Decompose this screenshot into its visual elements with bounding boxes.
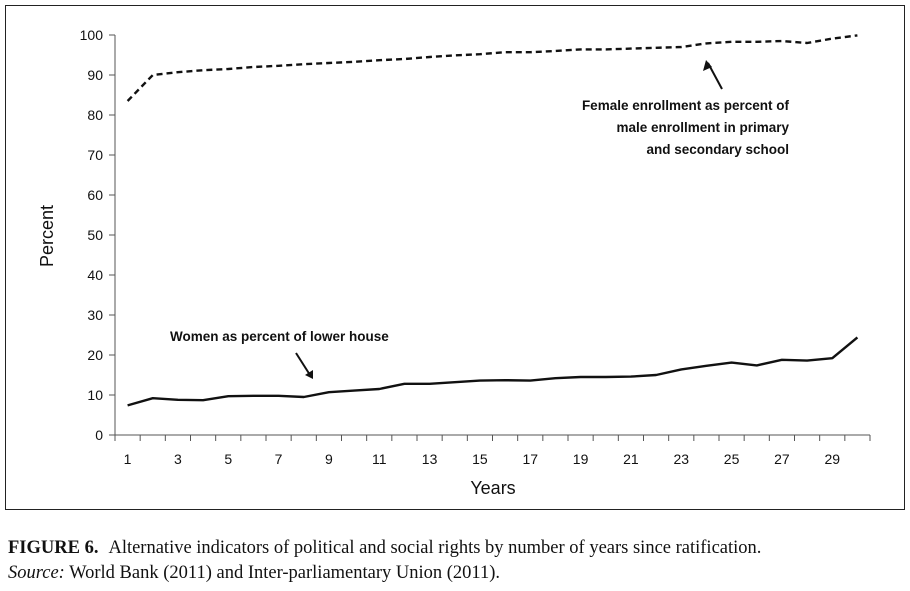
x-tick-label: 15 [472, 451, 488, 467]
x-tick-label: 25 [724, 451, 740, 467]
annotation-arrowhead-enrollment [703, 60, 712, 71]
annotations: Female enrollment as percent of male enr… [170, 60, 790, 379]
y-tick-label: 30 [87, 307, 103, 323]
x-tick-label: 13 [422, 451, 438, 467]
y-tick-label: 80 [87, 107, 103, 123]
x-axis-title: Years [470, 478, 515, 498]
y-tick-label: 100 [80, 27, 104, 43]
source-label: Source: [8, 563, 65, 583]
caption-line-1: FIGURE 6. Alternative indicators of polit… [8, 536, 908, 561]
x-tick-label: 19 [573, 451, 589, 467]
annotation-arrow-lower-house [295, 352, 311, 376]
caption-line-2: Source: World Bank (2011) and Inter-parl… [8, 561, 908, 586]
y-tick-label: 90 [87, 67, 103, 83]
x-tick-label: 1 [124, 451, 132, 467]
y-tick-label: 50 [87, 227, 103, 243]
y-tick-label: 40 [87, 267, 103, 283]
x-tick-label: 5 [224, 451, 232, 467]
figure-frame [5, 5, 905, 510]
y-tick-label: 10 [87, 387, 103, 403]
annotation-enrollment-line-3: and secondary school [646, 142, 789, 157]
figure-label: FIGURE 6. [8, 538, 99, 558]
x-tick-label: 21 [623, 451, 639, 467]
y-tick-label: 0 [95, 427, 103, 443]
series-layer [126, 34, 859, 407]
series-line-enrollment [126, 34, 858, 102]
x-tick-label: 7 [275, 451, 283, 467]
x-tick-label: 11 [372, 451, 387, 467]
x-tick-label: 27 [774, 451, 790, 467]
annotation-enrollment-line-1: Female enrollment as percent of [582, 98, 790, 113]
series-line-lower-house [127, 336, 859, 407]
y-axis-title: Percent [37, 205, 57, 267]
x-tick-label: 23 [673, 451, 689, 467]
figure-caption: FIGURE 6. Alternative indicators of polit… [8, 536, 908, 586]
annotation-enrollment-line-2: male enrollment in primary [616, 120, 789, 135]
y-tick-label: 60 [87, 187, 103, 203]
annotation-arrowhead-lower-house [305, 370, 313, 379]
y-tick-label: 20 [87, 347, 103, 363]
source-text: World Bank (2011) and Inter-parliamentar… [69, 563, 501, 583]
x-tick-label: 3 [174, 451, 182, 467]
y-tick-label: 70 [87, 147, 103, 163]
x-tick-label: 17 [522, 451, 538, 467]
x-tick-label: 29 [824, 451, 840, 467]
x-tick-label: 9 [325, 451, 333, 467]
annotation-lower-house-line-1: Women as percent of lower house [170, 329, 389, 344]
figure-text: Alternative indicators of political and … [108, 538, 762, 558]
